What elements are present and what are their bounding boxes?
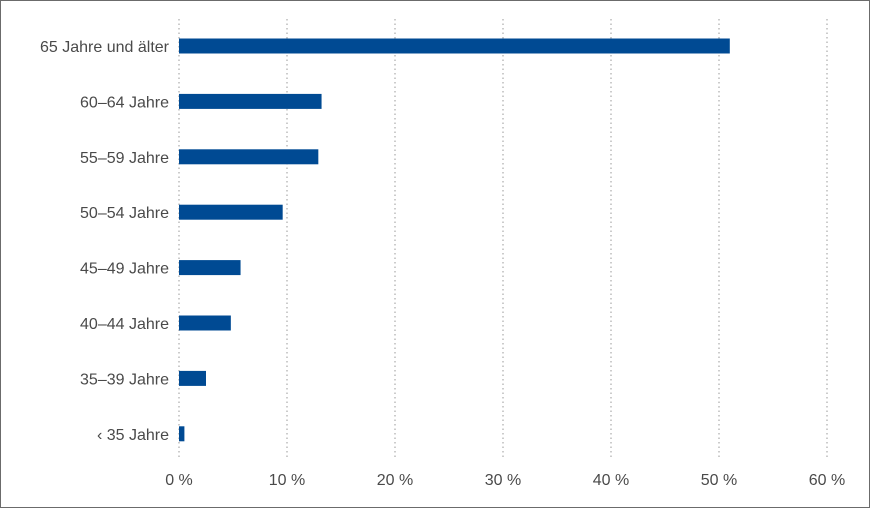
x-tick-labels: 0 % 10 % 20 % 30 % 40 % 50 % 60 % — [165, 472, 845, 489]
bars — [179, 38, 730, 442]
bar — [179, 93, 322, 109]
x-tick-label: 30 % — [485, 472, 521, 489]
bar — [179, 315, 231, 331]
category-label: 55–59 Jahre — [80, 150, 169, 167]
x-tick-label: 40 % — [593, 472, 629, 489]
category-label: 65 Jahre und älter — [40, 39, 170, 56]
bar — [179, 426, 185, 442]
x-tick-label: 10 % — [269, 472, 305, 489]
bar — [179, 204, 283, 220]
category-label: ‹ 35 Jahre — [97, 427, 169, 444]
category-label: 40–44 Jahre — [80, 316, 169, 333]
category-label: 45–49 Jahre — [80, 261, 169, 278]
gridlines — [178, 19, 828, 459]
category-labels: 65 Jahre und älter 60–64 Jahre 55–59 Jahre… — [40, 39, 170, 444]
x-tick-label: 50 % — [701, 472, 737, 489]
bar — [179, 370, 206, 386]
category-label: 60–64 Jahre — [80, 94, 169, 111]
bar — [179, 260, 241, 276]
category-label: 50–54 Jahre — [80, 205, 169, 222]
x-tick-label: 0 % — [165, 472, 193, 489]
x-tick-label: 60 % — [809, 472, 845, 489]
x-tick-label: 20 % — [377, 472, 413, 489]
bar — [179, 38, 730, 54]
bar — [179, 149, 319, 165]
category-label: 35–39 Jahre — [80, 371, 169, 388]
